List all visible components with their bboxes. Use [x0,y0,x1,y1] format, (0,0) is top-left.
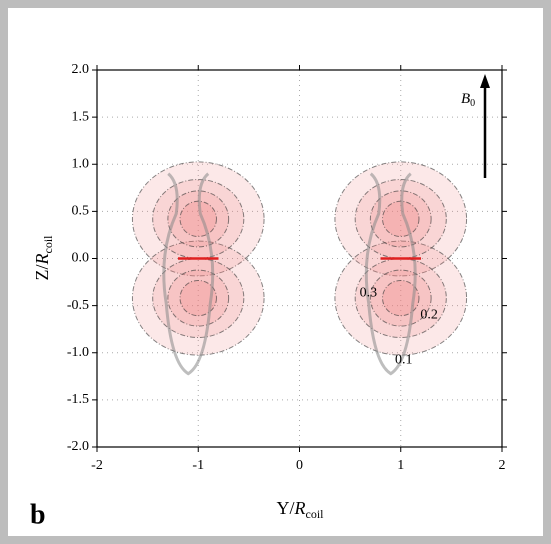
field-lobe [167,190,230,248]
x-axis-label: Y/Rcoil [277,498,325,521]
y-tick-label: 2.0 [72,62,90,77]
panel-label: b [30,499,46,530]
field-lobe [354,179,447,259]
y-tick-label: 1.5 [72,109,90,124]
field-lobe [179,279,217,317]
y-tick-label: 1.0 [72,156,90,171]
x-tick-label: -2 [91,458,103,473]
y-tick-label: -0.5 [67,298,89,313]
field-sub: 0 [470,98,475,109]
x-label-sub: coil [306,507,325,521]
field-lobe [369,190,432,248]
field-arrow-head [480,74,490,88]
x-tick-label: -1 [192,458,204,473]
plot-border [96,69,503,448]
y-tick-label: 0.0 [72,251,90,266]
x-tick-label: 2 [499,458,506,473]
field-var: B [461,91,470,107]
field-lobe [152,179,245,259]
y-tick-label: -2.0 [67,439,89,454]
contour-label: 0.1 [395,353,413,368]
y-axis-label: Z/Rcoil [32,235,55,281]
field-lobe [382,279,420,317]
y-label-text: Z/ [32,265,52,281]
contour-label: 0.2 [420,307,438,322]
x-tick-label: 1 [397,458,404,473]
x-label-text: Y/ [277,498,295,518]
y-label-var: R [32,254,52,266]
contour-label: 0.3 [360,286,378,301]
tissue-outline [162,172,215,376]
field-label: B0 [461,91,475,109]
field-map [96,69,503,448]
tissue-outline [364,172,417,376]
y-tick-label: -1.5 [67,392,89,407]
y-tick-label: 0.5 [72,204,90,219]
y-label-sub: coil [41,235,55,254]
x-tick-label: 0 [296,458,303,473]
y-tick-label: -1.0 [67,345,89,360]
x-label-var: R [294,498,306,518]
